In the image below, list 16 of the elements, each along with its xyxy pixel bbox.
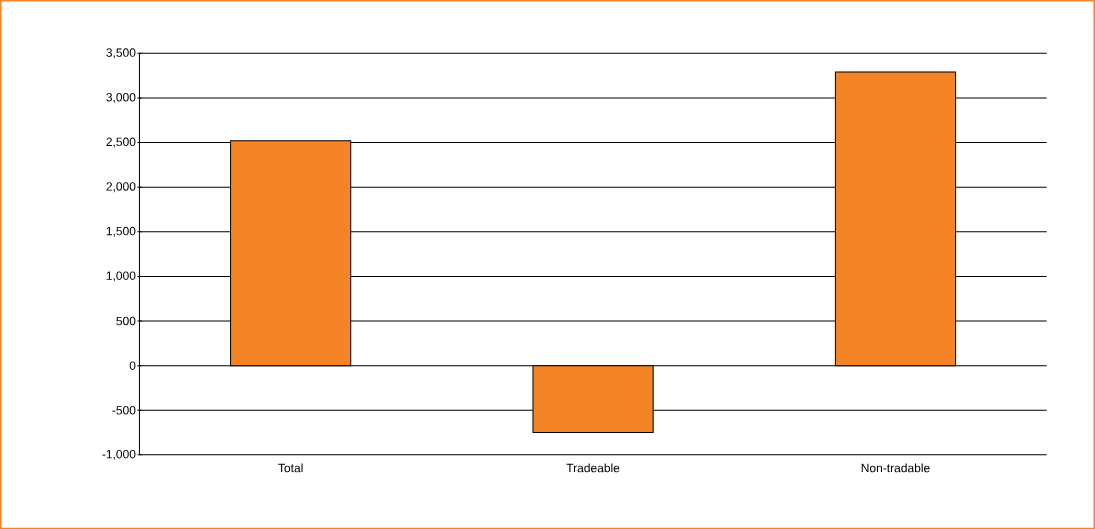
y-tick-label: -500 (112, 405, 136, 415)
bar (230, 140, 352, 367)
bar (834, 71, 957, 367)
y-tick-label: 3,500 (106, 48, 136, 59)
y-tick-label: 0 (129, 361, 136, 370)
y-tick-label: 2,000 (106, 182, 136, 193)
y-tick-label: 500 (116, 316, 136, 326)
x-tick-label: Non-tradable (861, 463, 930, 473)
y-tick-label: -1,000 (102, 449, 136, 460)
y-tick-label: 1,500 (106, 226, 136, 237)
y-tick-label: 1,000 (106, 271, 136, 282)
x-tick-label: Tradeable (566, 463, 620, 473)
y-tick-label: 3,000 (106, 92, 136, 103)
x-tick-label: Total (278, 463, 303, 473)
y-tick-label: 2,500 (106, 137, 136, 148)
bar (532, 365, 654, 433)
